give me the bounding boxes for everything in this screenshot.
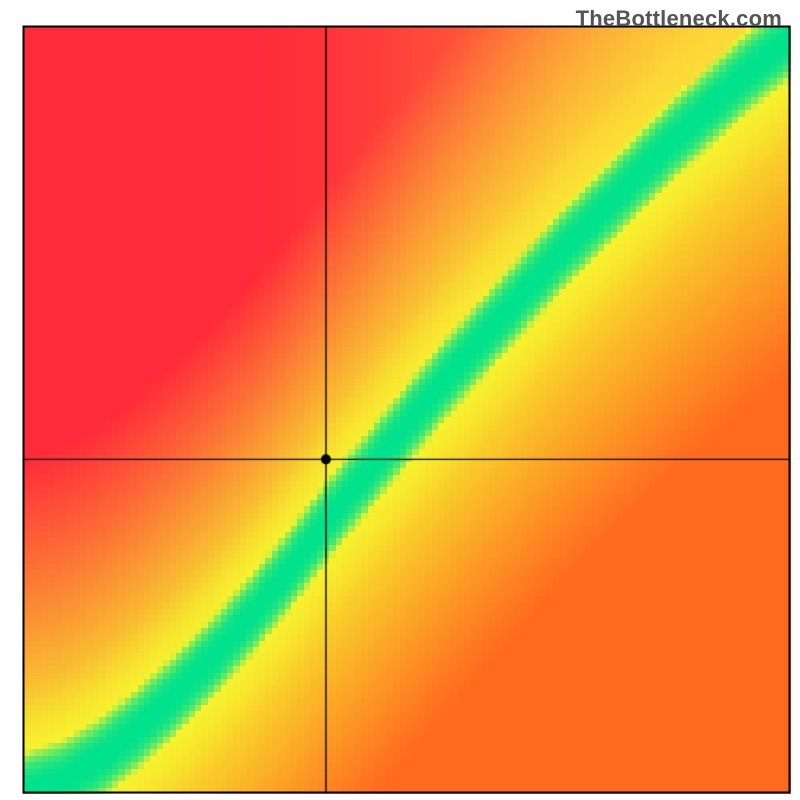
bottleneck-heatmap [0, 0, 800, 800]
chart-container: { "watermark": "TheBottleneck.com", "cha… [0, 0, 800, 800]
